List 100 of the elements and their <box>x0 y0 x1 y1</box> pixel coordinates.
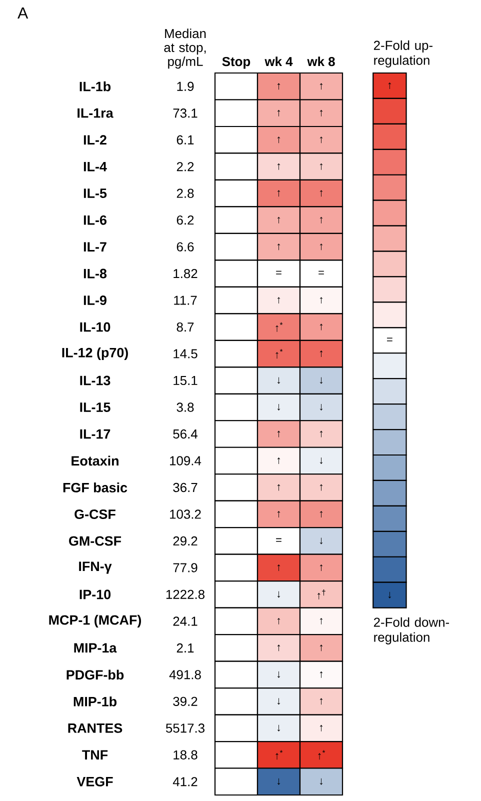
data-label: ↑ <box>277 110 280 116</box>
data-label: ↑ <box>277 190 280 197</box>
data-label: ↑ <box>320 430 323 438</box>
y2-tick-label: 491.8 <box>169 670 201 680</box>
y-tick-label: IL-10 <box>80 322 110 332</box>
data-label: ↑ <box>320 110 323 116</box>
y2-tick-label: 1.9 <box>177 82 194 91</box>
data-label: ↓ <box>277 724 280 732</box>
y-tick-label: IL-5 <box>84 188 107 198</box>
y2-tick-label: 5517.3 <box>166 724 204 733</box>
data-label: ↑ <box>320 297 323 304</box>
y2-tick-label: 24.1 <box>173 616 198 626</box>
y-tick-label: IL-17 <box>80 429 110 439</box>
y2-tick-label: 3.8 <box>176 402 194 412</box>
data-label: ↓ <box>277 591 280 598</box>
y2-tick-label: 15.1 <box>174 376 198 386</box>
data-label: ↓ <box>277 698 280 705</box>
data-label: ↑ <box>277 136 280 144</box>
y2-tick-label: 41.2 <box>172 777 198 786</box>
data-label: ↑ <box>320 484 323 491</box>
y-tick-label: IL-6 <box>84 215 106 225</box>
y2-tick-label: 56.4 <box>173 429 198 439</box>
y2-tick-label: 2.2 <box>176 162 194 172</box>
data-label: ↑ <box>320 724 323 732</box>
y-tick-label: RANTES <box>68 723 122 733</box>
data-label: ↑$^{*}$ <box>276 322 283 332</box>
y2-tick-label: 2.1 <box>176 643 194 652</box>
y-tick-label: IL-2 <box>84 135 106 145</box>
y2-tick-label: 6.1 <box>176 135 194 144</box>
data-label: ↓ <box>320 538 323 544</box>
y-tick-label: IL-8 <box>84 268 107 278</box>
y-tick-label: IL-12 (p70) <box>62 348 128 360</box>
color-bar-label: = <box>387 338 392 342</box>
y-tick-label: IP-10 <box>80 590 111 600</box>
y-tick-label: IL-1ra <box>78 108 114 118</box>
data-label: ↑ <box>320 510 323 518</box>
data-label: ↓ <box>320 404 323 411</box>
y2-tick-label: 77.9 <box>173 563 198 572</box>
y-tick-label: IL-4 <box>84 162 107 172</box>
data-label: ↑ <box>277 458 280 464</box>
y2-tick-label: 18.8 <box>174 750 198 760</box>
data-label: ↑ <box>320 564 323 571</box>
y2-tick-label: 39.2 <box>173 696 198 706</box>
y-tick-label: IL-15 <box>80 402 110 412</box>
data-label: ↑ <box>277 297 280 304</box>
y2-tick-label: 2.8 <box>176 188 194 198</box>
y-tick-label: IL-9 <box>84 296 106 306</box>
data-label: ↓ <box>320 458 323 464</box>
data-label: ↑ <box>320 324 323 330</box>
y2-tick-label: 14.5 <box>174 349 198 358</box>
data-label: ↑ <box>320 163 323 170</box>
y2-tick-label: 29.2 <box>173 536 198 546</box>
data-label: ↑$^{†}$ <box>318 590 326 600</box>
data-label: = <box>276 538 282 542</box>
y2-tick-label: 1.82 <box>174 268 198 278</box>
y2-tick-label: 6.2 <box>176 215 194 225</box>
data-label: ↑ <box>320 618 323 624</box>
y2-axis-title: Median at stop, pg/mL <box>164 28 206 69</box>
data-label: ↑ <box>320 83 323 90</box>
y2-tick-label: 8.7 <box>176 322 194 332</box>
data-label: ↑$^{*}$ <box>276 750 283 760</box>
y2-tick-label: 73.1 <box>173 108 198 118</box>
data-label: ↑ <box>277 163 280 170</box>
data-label: ↓ <box>320 377 323 384</box>
y2-tick-label: 1222.8 <box>166 590 204 600</box>
y-tick-label: PDGF-bb <box>66 670 124 680</box>
data-label: ↑ <box>277 564 280 571</box>
data-label: ↓ <box>277 404 280 411</box>
y-tick-label: IFN-γ <box>79 562 112 574</box>
data-label: ↑$^{*}$ <box>276 349 283 359</box>
data-label: ↑ <box>277 644 280 652</box>
y-tick-label: G-CSF <box>74 509 116 519</box>
data-label: ↑ <box>320 216 323 224</box>
y2-tick-label: 36.7 <box>173 482 198 492</box>
y-tick-label: GM-CSF <box>69 536 122 546</box>
x-tick-label: Stop <box>222 56 250 69</box>
color-bar-label: ↓ <box>388 592 391 598</box>
y-tick-label: VEGF <box>76 776 113 786</box>
y2-tick-label: 103.2 <box>170 510 201 519</box>
data-label: = <box>318 270 324 274</box>
y2-tick-label: 109.4 <box>170 456 202 466</box>
data-label: ↑ <box>320 671 323 678</box>
y-tick-label: FGF basic <box>63 482 128 492</box>
y-tick-label: MIP-1b <box>74 696 116 706</box>
color-bar-label: ↑ <box>388 82 391 89</box>
y2-tick-label: 11.7 <box>174 296 197 305</box>
data-label: ↑ <box>277 618 280 624</box>
data-label: ↑ <box>277 484 280 491</box>
y-tick-label: IL-13 <box>80 376 110 386</box>
data-label: ↑ <box>277 430 280 438</box>
data-label: ↑ <box>320 698 323 705</box>
x-tick-label: wk 4 <box>264 56 293 66</box>
data-label: ↓ <box>277 671 280 678</box>
y-tick-label: MCP-1 (MCAF) <box>49 614 142 628</box>
y-tick-label: TNF <box>82 750 108 760</box>
y-tick-label: Eotaxin <box>72 456 118 466</box>
y-tick-label: IL-7 <box>84 242 106 252</box>
y-tick-label: MIP-1a <box>74 643 117 653</box>
y2-tick-label: 6.6 <box>176 242 194 252</box>
data-label: ↑ <box>277 216 280 224</box>
